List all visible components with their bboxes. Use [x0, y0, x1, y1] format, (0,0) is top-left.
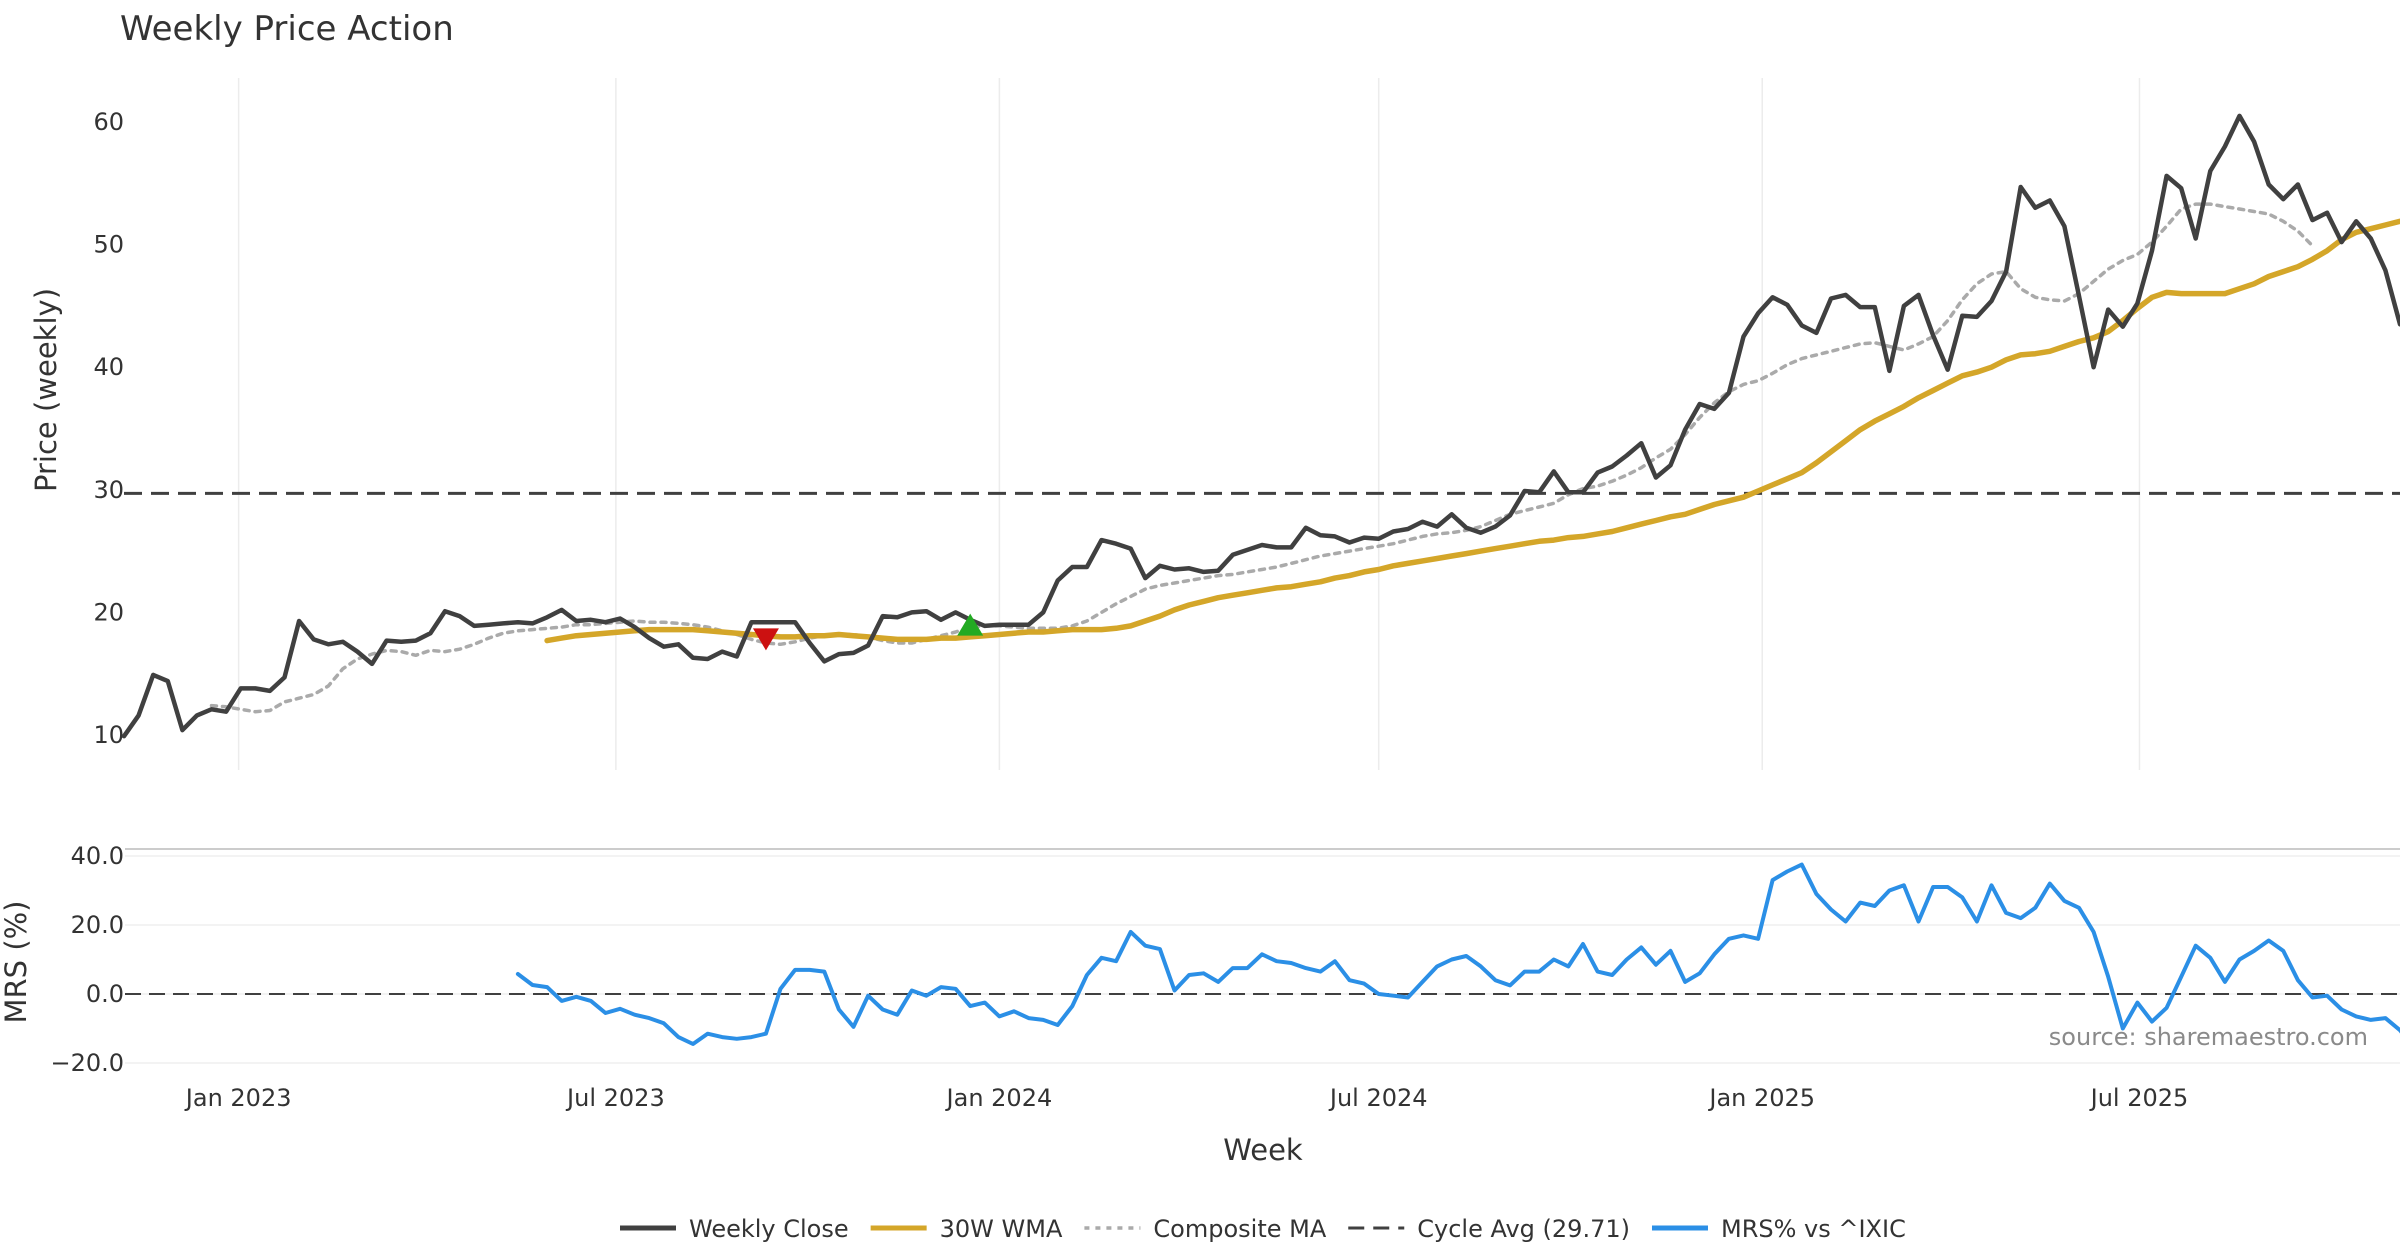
- price-gridlines: [237, 78, 2141, 770]
- price-y-ticks: 10 20 30 40 50 60: [93, 108, 124, 749]
- price-y-axis-label: Price (weekly): [29, 288, 63, 492]
- price-y-tick-1: 20: [93, 598, 124, 626]
- mrs-y-axis-label: MRS (%): [0, 901, 33, 1024]
- x-tick-1: Jul 2023: [565, 1084, 665, 1112]
- legend-label: Weekly Close: [689, 1215, 849, 1243]
- legend-label: Cycle Avg (29.71): [1417, 1215, 1630, 1243]
- price-series-group: [121, 113, 2400, 739]
- price-y-tick-2: 30: [93, 476, 124, 504]
- series-mrs-vs-ixic: [515, 862, 2400, 1046]
- mrs-y-tick-3: −20.0: [50, 1049, 124, 1077]
- signal-markers: [752, 613, 984, 651]
- legend-label: 30W WMA: [940, 1215, 1063, 1243]
- x-tick-4: Jan 2025: [1707, 1084, 1815, 1112]
- x-tick-3: Jul 2024: [1328, 1084, 1428, 1112]
- mrs-y-ticks: 40.0 20.0 0.0 −20.0: [50, 842, 124, 1077]
- legend-label: MRS% vs ^IXIC: [1721, 1215, 1906, 1243]
- price-y-tick-5: 60: [93, 108, 124, 136]
- x-tick-0: Jan 2023: [184, 1084, 292, 1112]
- x-axis-ticks: Jan 2023 Jul 2023 Jan 2024 Jul 2024 Jan 2025…: [184, 1084, 2189, 1112]
- mrs-series-group: [515, 862, 2400, 1046]
- mrs-y-tick-0: 40.0: [71, 842, 124, 870]
- series-weekly-close: [121, 113, 2400, 739]
- legend-item-3: Cycle Avg (29.71): [1348, 1215, 1630, 1243]
- legend-label: Composite MA: [1153, 1215, 1326, 1243]
- price-y-tick-0: 10: [93, 721, 124, 749]
- legend-item-2: Composite MA: [1084, 1215, 1327, 1243]
- source-credit: source: sharemaestro.com: [2049, 1023, 2368, 1051]
- price-y-tick-4: 50: [93, 231, 124, 259]
- price-y-tick-3: 40: [93, 353, 124, 381]
- x-axis-label: Week: [1223, 1133, 1303, 1167]
- x-tick-2: Jan 2024: [945, 1084, 1053, 1112]
- mrs-y-tick-1: 20.0: [71, 911, 124, 939]
- x-tick-5: Jul 2025: [2089, 1084, 2189, 1112]
- series-composite-ma: [209, 202, 2315, 714]
- chart-title: Weekly Price Action: [120, 9, 454, 49]
- mrs-panel: 40.0 20.0 0.0 −20.0 MRS (%) source: sharema…: [0, 842, 2400, 1077]
- legend: Weekly Close 30W WMA Composite MA Cycle Avg…: [620, 1215, 1906, 1243]
- legend-item-4: MRS% vs ^IXIC: [1651, 1215, 1906, 1243]
- mrs-y-tick-2: 0.0: [86, 980, 124, 1008]
- price-panel: 10 20 30 40 50 60 Price (weekly): [29, 78, 2400, 770]
- legend-item-1: 30W WMA: [870, 1215, 1063, 1243]
- buy-signal-marker: [957, 613, 984, 636]
- legend-item-0: Weekly Close: [620, 1215, 849, 1243]
- series-30w-wma: [544, 218, 2400, 644]
- sell-signal-marker: [752, 628, 779, 651]
